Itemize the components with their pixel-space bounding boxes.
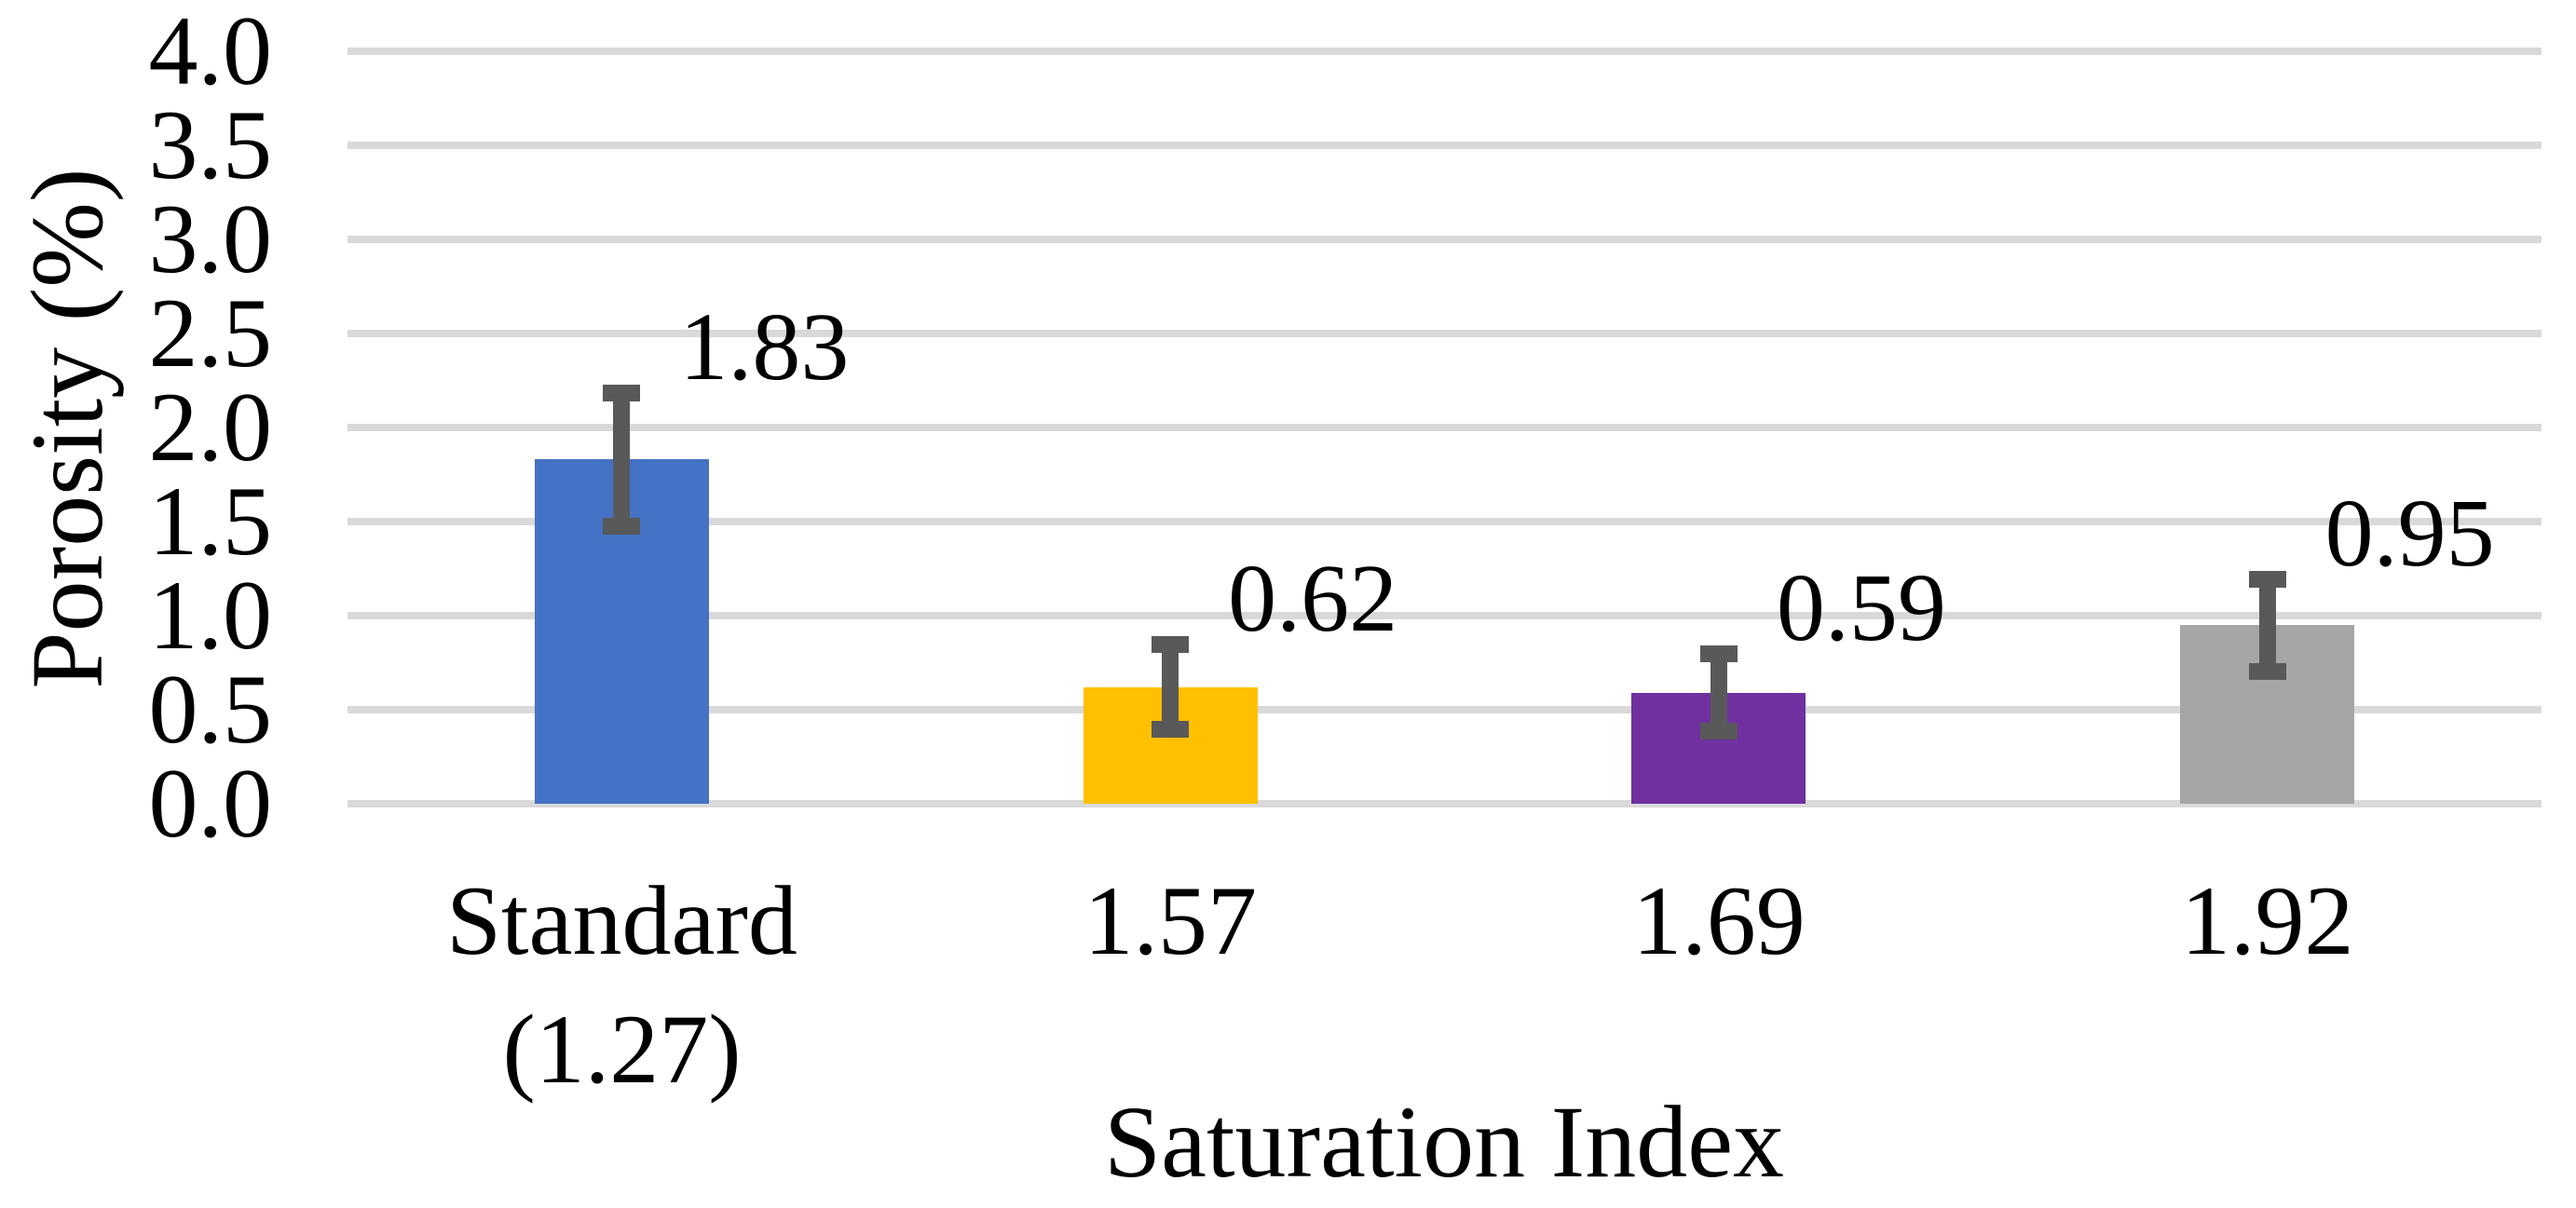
y-tick-label: 4.0 [148, 0, 273, 105]
error-bar-line [1162, 636, 1179, 739]
y-tick-label: 1.0 [148, 561, 273, 670]
data-label: 1.83 [679, 292, 850, 400]
x-tick-label: Standard (1.27) [446, 866, 797, 1104]
y-tick-label: 0.5 [148, 655, 273, 764]
error-bar-top-cap [1699, 645, 1738, 663]
y-gridline [348, 48, 2542, 55]
y-gridline [348, 706, 2542, 713]
y-gridline [348, 518, 2542, 525]
error-bar-line [613, 384, 631, 536]
error-bar-top-cap [603, 384, 641, 401]
error-bar-bottom-cap [2248, 662, 2286, 680]
error-bar-line [1710, 645, 1727, 740]
y-gridline [348, 800, 2542, 808]
y-gridline [348, 330, 2542, 337]
y-tick-label: 3.0 [148, 184, 273, 293]
y-tick-label: 2.5 [148, 278, 273, 387]
y-gridline [348, 236, 2542, 243]
y-gridline [348, 612, 2542, 619]
error-bar-bottom-cap [1152, 721, 1190, 739]
x-tick-label: 1.57 [1084, 866, 1258, 975]
y-tick-label: 1.5 [148, 467, 273, 576]
x-axis-title: Saturation Index [1103, 1085, 1785, 1199]
error-bar-top-cap [1152, 636, 1190, 654]
data-label: 0.59 [1776, 554, 1946, 662]
y-gridline [348, 424, 2542, 431]
error-bar-bottom-cap [1699, 723, 1738, 740]
error-bar-line [2258, 570, 2276, 680]
y-tick-label: 3.5 [148, 90, 273, 199]
y-tick-label: 0.0 [148, 749, 273, 858]
x-tick-label: 1.69 [1632, 866, 1806, 975]
y-tick-label: 2.0 [148, 373, 273, 482]
x-tick-label: 1.92 [2181, 866, 2354, 975]
data-label: 0.95 [2324, 479, 2495, 587]
data-label: 0.62 [1228, 545, 1398, 653]
error-bar-bottom-cap [603, 518, 641, 536]
error-bar-top-cap [2248, 570, 2286, 588]
y-gridline [348, 142, 2542, 149]
